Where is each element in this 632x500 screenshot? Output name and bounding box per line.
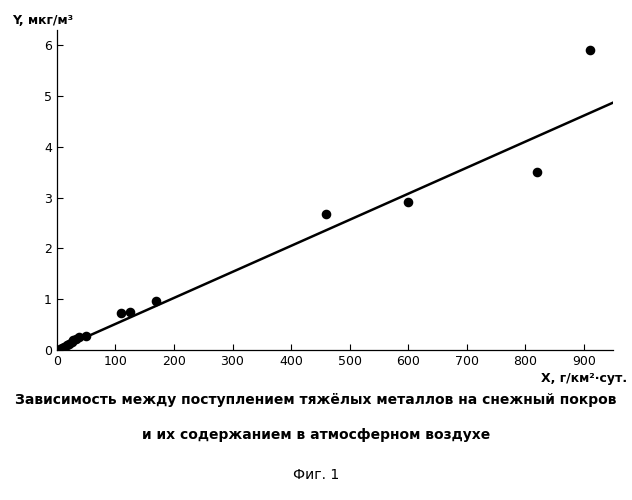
- Point: [62, 342, 72, 349]
- Point: [68, 336, 78, 344]
- Point: [151, 296, 161, 304]
- Point: [403, 198, 413, 205]
- Point: [321, 210, 331, 218]
- Point: [125, 308, 135, 316]
- Text: Зависимость между поступлением тяжёлых металлов на снежный покров: Зависимость между поступлением тяжёлых м…: [15, 393, 617, 407]
- Text: Y, мкг/м³: Y, мкг/м³: [13, 14, 73, 27]
- Point: [71, 335, 82, 343]
- Text: и их содержанием в атмосферном воздухе: и их содержанием в атмосферном воздухе: [142, 428, 490, 442]
- Point: [55, 345, 65, 353]
- Point: [116, 310, 126, 318]
- Text: X, г/км²·сут.: X, г/км²·сут.: [541, 372, 627, 386]
- Point: [66, 338, 76, 346]
- Point: [59, 343, 69, 351]
- Point: [532, 168, 542, 176]
- Point: [56, 344, 66, 352]
- Text: Фиг. 1: Фиг. 1: [293, 468, 339, 482]
- Point: [64, 340, 74, 348]
- Point: [74, 333, 84, 341]
- Point: [81, 332, 91, 340]
- Point: [585, 46, 595, 54]
